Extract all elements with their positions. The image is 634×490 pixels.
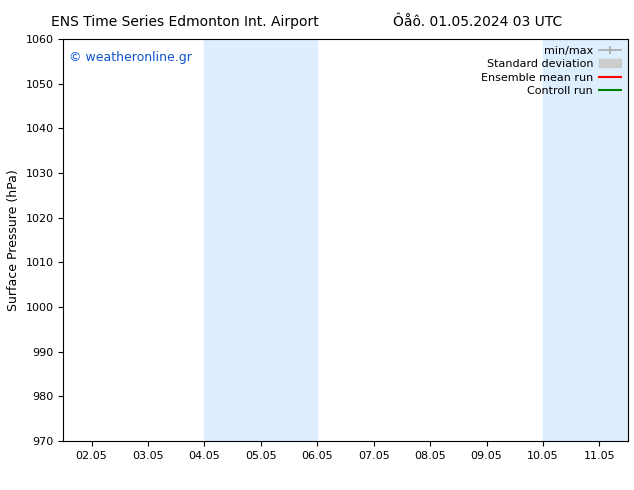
Text: ENS Time Series Edmonton Int. Airport: ENS Time Series Edmonton Int. Airport <box>51 15 318 29</box>
Bar <box>204 39 317 441</box>
Bar <box>543 39 634 441</box>
Text: © weatheronline.gr: © weatheronline.gr <box>69 51 192 64</box>
Text: Ôåô. 01.05.2024 03 UTC: Ôåô. 01.05.2024 03 UTC <box>393 15 562 29</box>
Y-axis label: Surface Pressure (hPa): Surface Pressure (hPa) <box>7 169 20 311</box>
Legend: min/max, Standard deviation, Ensemble mean run, Controll run: min/max, Standard deviation, Ensemble me… <box>477 42 625 100</box>
